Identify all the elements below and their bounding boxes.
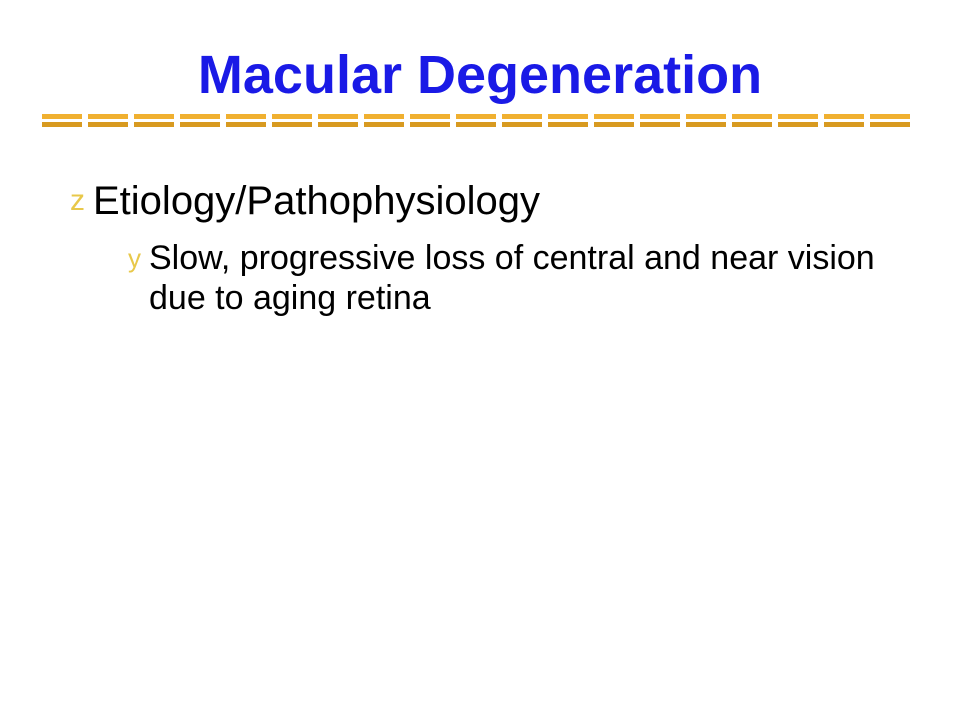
underline-dash [778,122,818,127]
underline-dash [410,122,450,127]
underline-dash [134,122,174,127]
underline-dash [870,114,910,119]
underline-dash [364,122,404,127]
underline-dash [502,122,542,127]
slide-title: Macular Degeneration [0,44,960,106]
underline-dash [272,114,312,119]
underline-dash [226,114,266,119]
underline-dash [824,122,864,127]
underline-dash [318,114,358,119]
underline-dash [594,114,634,119]
underline-dash [364,114,404,119]
underline-dash [42,114,82,119]
underline-dash [686,122,726,127]
underline-dash [502,114,542,119]
body-area: zEtiology/Pathophysiology ySlow, progress… [70,178,890,318]
underline-dash [548,114,588,119]
underline-dash [456,122,496,127]
underline-dash [640,114,680,119]
underline-dash [88,114,128,119]
underline-dash [732,122,772,127]
underline-dash [686,114,726,119]
underline-dash [180,122,220,127]
bullet-level1: zEtiology/Pathophysiology [70,178,890,224]
underline-dash [88,122,128,127]
underline-dash [410,114,450,119]
underline-dash [456,114,496,119]
underline-dash [824,114,864,119]
bullet-text: Slow, progressive loss of central and ne… [149,238,890,318]
underline-dash [272,122,312,127]
underline-dash [640,122,680,127]
underline-dash [180,114,220,119]
underline-dash [226,122,266,127]
underline-dash [732,114,772,119]
slide: Macular Degeneration zEtiology/Pathophys… [0,0,960,720]
bullet-glyph: y [128,238,141,278]
underline-dash [548,122,588,127]
bullet-glyph: z [70,178,85,224]
title-underline [42,114,922,138]
title-area: Macular Degeneration [0,44,960,106]
underline-dash [134,114,174,119]
underline-dash [318,122,358,127]
bullet-level2: ySlow, progressive loss of central and n… [128,238,890,318]
underline-dash [594,122,634,127]
bullet-text: Etiology/Pathophysiology [93,178,540,224]
underline-dash [42,122,82,127]
underline-dash [870,122,910,127]
underline-dash [778,114,818,119]
